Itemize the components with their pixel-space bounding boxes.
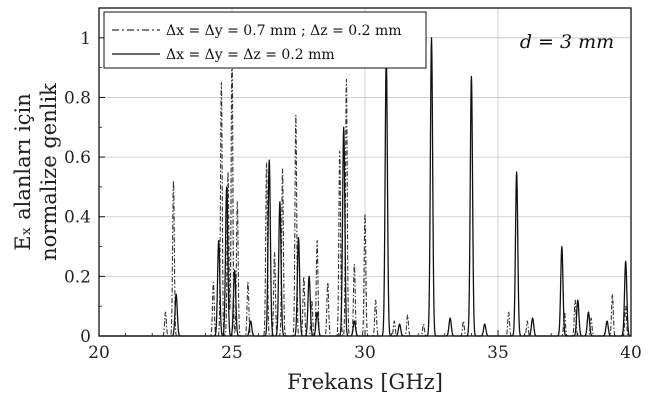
x-tick-label: 30 <box>354 343 376 363</box>
tick-labels: 20 25 30 35 40 0 0.2 0.4 0.6 0.8 1 <box>64 29 642 363</box>
x-tick-label: 25 <box>221 343 243 363</box>
y-axis-label-line-1: Eₓ alanları için <box>11 93 35 251</box>
y-tick-label: 1 <box>80 29 91 49</box>
y-tick-label: 0.6 <box>64 148 91 168</box>
x-tick-label: 40 <box>620 343 642 363</box>
y-tick-label: 0.8 <box>64 88 91 108</box>
y-axis-label-line-2: normalize genlik <box>37 83 61 261</box>
y-axis-label: Eₓ alanları için normalize genlik <box>11 83 61 261</box>
thickness-annotation: d = 3 mm <box>520 31 614 53</box>
y-tick-label: 0.4 <box>64 208 91 228</box>
legend-label-dashdot: Δx = Δy = 0.7 mm ; Δz = 0.2 mm <box>166 23 402 39</box>
y-tick-label: 0.2 <box>64 267 91 287</box>
x-tick-label: 20 <box>88 343 110 363</box>
legend-box <box>103 11 427 69</box>
x-tick-label: 35 <box>487 343 509 363</box>
y-tick-label: 0 <box>80 327 91 347</box>
legend: Δx = Δy = 0.7 mm ; Δz = 0.2 mm Δx = Δy =… <box>103 11 427 69</box>
legend-label-solid: Δx = Δy = Δz = 0.2 mm <box>166 47 335 63</box>
x-axis-label: Frekans [GHz] <box>287 370 443 394</box>
